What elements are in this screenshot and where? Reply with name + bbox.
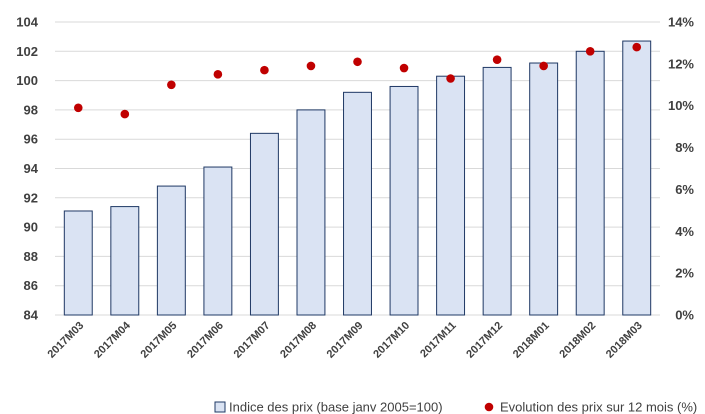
dot-point (260, 65, 269, 75)
dot-point (306, 61, 316, 71)
bar-series (63, 40, 652, 316)
x-tick-label: 2017M05 (139, 320, 180, 361)
bar (110, 206, 140, 316)
y-right-tick-label: 8% (675, 140, 694, 155)
y-left-tick-label: 102 (16, 44, 38, 59)
legend-bar-label: Indice des prix (base janv 2005=100) (229, 400, 443, 414)
bar (389, 85, 419, 316)
x-tick-label: 2017M03 (45, 320, 86, 361)
dot-point (73, 103, 83, 113)
bar (249, 132, 279, 316)
x-tick-label: 2017M12 (464, 320, 505, 361)
x-tick-label: 2018M03 (604, 320, 645, 361)
x-axis-ticks: 2017M03 2017M04 2017M05 2017M06 2017M07 2017M… (45, 319, 644, 361)
y-right-tick-label: 14% (668, 15, 694, 30)
y-right-tick-label: 0% (675, 308, 694, 323)
y-left-tick-label: 100 (16, 73, 38, 88)
y-right-tick-label: 2% (675, 266, 694, 281)
y-left-tick-label: 94 (24, 161, 39, 176)
legend-dot-swatch (484, 402, 494, 412)
dot-point (213, 70, 223, 79)
left-axis-ticks: 84 86 88 90 92 94 96 98 100 102 104 (16, 15, 38, 323)
x-tick-label: 2017M10 (371, 320, 412, 361)
dot-point (492, 55, 502, 64)
x-tick-label: 2017M08 (278, 320, 319, 361)
bar (482, 66, 512, 316)
right-axis-ticks: 0% 2% 4% 6% 8% 10% 12% 14% (668, 15, 694, 323)
bar (575, 50, 605, 316)
dot-point (446, 74, 455, 83)
x-tick-label: 2017M04 (92, 319, 134, 361)
dot-point (353, 57, 362, 67)
legend: Indice des prix (base janv 2005=100) Evo… (214, 400, 697, 414)
x-tick-label: 2017M11 (418, 320, 458, 360)
bar (343, 91, 372, 316)
y-left-tick-label: 88 (24, 249, 38, 264)
bar (622, 40, 652, 316)
legend-bar-swatch (214, 401, 226, 413)
bar (156, 185, 186, 316)
y-right-tick-label: 10% (668, 98, 694, 113)
y-left-tick-label: 90 (24, 220, 38, 235)
y-left-tick-label: 86 (24, 278, 38, 293)
y-left-tick-label: 96 (24, 132, 38, 147)
bar (436, 75, 466, 316)
y-right-tick-label: 6% (675, 182, 694, 197)
legend-dot-label: Evolution des prix sur 12 mois (%) (500, 400, 697, 414)
y-right-tick-label: 4% (675, 224, 694, 239)
dot-point (167, 80, 176, 90)
dot-point (585, 47, 595, 56)
dot-series (73, 42, 642, 119)
x-tick-label: 2018M01 (511, 320, 552, 361)
y-left-tick-label: 92 (24, 190, 38, 205)
x-tick-label: 2018M02 (557, 320, 598, 361)
bar (203, 166, 233, 316)
dot-point (632, 42, 642, 52)
x-tick-label: 2017M07 (232, 320, 273, 361)
dot-point (539, 61, 548, 71)
y-left-tick-label: 104 (16, 15, 38, 30)
dot-point (399, 63, 409, 73)
x-tick-label: 2017M09 (325, 320, 366, 361)
dot-point (120, 109, 130, 119)
y-left-tick-label: 98 (24, 102, 38, 117)
bar (63, 210, 93, 316)
y-left-tick-label: 84 (24, 308, 39, 323)
x-tick-label: 2017M06 (185, 320, 226, 361)
bar (296, 109, 326, 316)
bar (529, 62, 559, 316)
y-right-tick-label: 12% (668, 56, 694, 71)
